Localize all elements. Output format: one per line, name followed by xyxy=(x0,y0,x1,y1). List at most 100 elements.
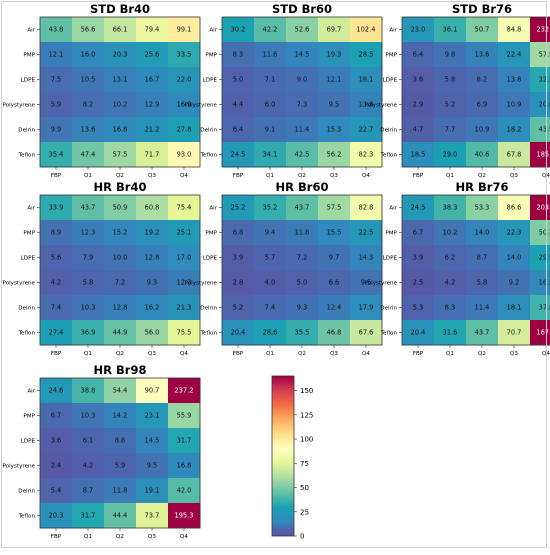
heatmap-cell xyxy=(104,503,137,529)
x-tick-label: FBP xyxy=(233,351,244,357)
cell-value-label: 15.3 xyxy=(327,126,342,134)
heatmap-cell xyxy=(434,17,467,43)
heatmap-cell xyxy=(222,117,255,143)
heatmap-cell xyxy=(466,92,499,118)
y-tick-label: LDPE xyxy=(203,78,218,84)
cell-value-label: 24.5 xyxy=(411,204,426,212)
heatmap-cell xyxy=(286,142,319,168)
heatmap-cell xyxy=(498,117,531,143)
heatmap-cell xyxy=(402,67,435,93)
heatmap-cell xyxy=(254,17,287,43)
cell-value-label: 93.0 xyxy=(177,151,192,159)
cell-value-label: 29.5 xyxy=(539,254,550,262)
heatmap-cell xyxy=(498,245,531,271)
cell-value-label: 5.4 xyxy=(51,487,62,495)
heatmap-cell xyxy=(222,17,255,43)
cell-value-label: 57.9 xyxy=(539,51,550,59)
cell-value-label: 7.2 xyxy=(297,254,308,262)
heatmap-cell xyxy=(40,295,73,321)
cell-value-label: 29.0 xyxy=(443,151,458,159)
x-tick-label: Q2 xyxy=(298,351,306,357)
cell-value-label: 86.6 xyxy=(507,204,522,212)
cell-value-label: 4.0 xyxy=(265,279,276,287)
cell-value-label: 6.6 xyxy=(329,279,340,287)
heatmap-cell xyxy=(402,295,435,321)
heatmap-cell xyxy=(104,295,137,321)
cell-value-label: 56.6 xyxy=(81,26,96,34)
cell-value-label: 43.7 xyxy=(81,204,96,212)
cell-value-label: 82.3 xyxy=(359,151,374,159)
cell-value-label: 47.4 xyxy=(81,151,96,159)
cell-value-label: 56.2 xyxy=(327,151,342,159)
y-tick-label: Polystyrene xyxy=(185,281,218,287)
y-tick-label: Delrin xyxy=(18,128,35,134)
colorbar-tick-label: 25 xyxy=(300,508,309,516)
heatmap-cell xyxy=(104,403,137,429)
cell-value-label: 25.6 xyxy=(145,51,160,59)
heatmap-cell xyxy=(350,270,383,296)
heatmap-cell xyxy=(40,17,73,43)
cell-value-label: 14.2 xyxy=(113,412,128,420)
heatmap-cell xyxy=(530,220,550,246)
heatmap-cell xyxy=(72,270,105,296)
x-tick-label: Q2 xyxy=(478,173,486,179)
cell-value-label: 10.9 xyxy=(475,126,490,134)
cell-value-label: 50.7 xyxy=(475,26,490,34)
cell-value-label: 20.3 xyxy=(49,512,64,520)
heatmap-cell xyxy=(136,295,169,321)
cell-value-label: 69.7 xyxy=(327,26,342,34)
cell-value-label: 4.2 xyxy=(51,279,62,287)
heatmap-cell xyxy=(136,42,169,68)
cell-value-label: 7.7 xyxy=(445,126,456,134)
cell-value-label: 43.9 xyxy=(539,126,550,134)
heatmap-cell xyxy=(318,220,351,246)
cell-value-label: 16.9 xyxy=(177,101,192,109)
x-tick-label: FBP xyxy=(51,173,62,179)
y-tick-label: Delrin xyxy=(18,306,35,312)
cell-value-label: 4.2 xyxy=(83,462,94,470)
heatmap-cell xyxy=(72,42,105,68)
cell-value-label: 57.5 xyxy=(327,204,342,212)
cell-value-label: 8.3 xyxy=(445,304,456,312)
cell-value-label: 42.5 xyxy=(295,151,310,159)
heatmap-cell xyxy=(254,195,287,221)
heatmap-cell xyxy=(222,67,255,93)
cell-value-label: 10.0 xyxy=(113,254,128,262)
heatmap-cell xyxy=(168,295,201,321)
cell-value-label: 42.2 xyxy=(263,26,278,34)
cell-value-label: 19.2 xyxy=(145,229,160,237)
y-tick-label: PMP xyxy=(385,53,397,59)
cell-value-label: 9.3 xyxy=(297,304,308,312)
heatmap-cell xyxy=(466,220,499,246)
heatmap-cell xyxy=(104,67,137,93)
heatmap-cell xyxy=(286,295,319,321)
heatmap-cell xyxy=(434,117,467,143)
heatmap-cell xyxy=(136,403,169,429)
cell-value-label: 4.2 xyxy=(445,279,456,287)
heatmap-cell xyxy=(530,142,550,168)
cell-value-label: 2.9 xyxy=(413,101,424,109)
cell-value-label: 28.6 xyxy=(263,329,278,337)
cell-value-label: 2.4 xyxy=(51,462,62,470)
heatmap-cell xyxy=(402,270,435,296)
cell-value-label: 203.4 xyxy=(537,204,550,212)
cell-value-label: 6.7 xyxy=(413,229,424,237)
heatmap-cell xyxy=(530,17,550,43)
cell-value-label: 9.1 xyxy=(265,126,276,134)
heatmap-cell xyxy=(254,142,287,168)
cell-value-label: 36.9 xyxy=(81,329,96,337)
heatmap-cell xyxy=(286,117,319,143)
heatmap-cell xyxy=(168,195,201,221)
cell-value-label: 7.4 xyxy=(51,304,62,312)
heatmap-cell xyxy=(168,403,201,429)
heatmap-cell xyxy=(222,320,255,346)
cell-value-label: 15.2 xyxy=(113,229,128,237)
y-tick-label: Delrin xyxy=(200,128,217,134)
y-tick-label: Air xyxy=(389,206,397,212)
cell-value-label: 9.9 xyxy=(51,126,62,134)
cell-value-label: 6.1 xyxy=(83,437,94,445)
cell-value-label: 19.1 xyxy=(145,487,160,495)
cell-value-label: 195.3 xyxy=(175,512,194,520)
heatmap-cell xyxy=(40,478,73,504)
